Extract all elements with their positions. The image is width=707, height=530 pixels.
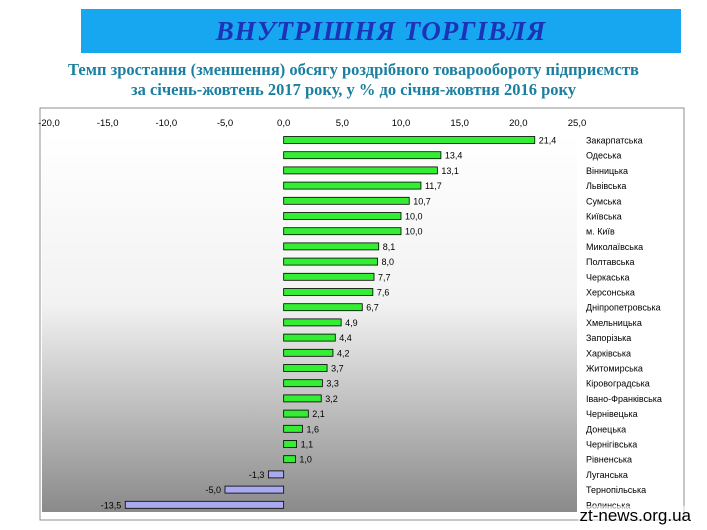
bar <box>283 424 303 433</box>
category-label: Кіровоградська <box>586 379 650 389</box>
subtitle-line-2: за січень-жовтень 2017 року, у % до січн… <box>130 80 577 99</box>
category-label: Вінницька <box>586 166 628 176</box>
category-label: Львівська <box>586 181 626 191</box>
data-label: 7,7 <box>378 272 391 282</box>
data-label: -1,3 <box>249 470 265 480</box>
data-label: 7,6 <box>377 288 390 298</box>
category-label: Житомирська <box>586 364 643 374</box>
category-label: Чернівецька <box>586 409 638 419</box>
bar <box>283 318 342 327</box>
category-label: Хмельницька <box>586 318 642 328</box>
category-label: Запорізька <box>586 333 631 343</box>
bar <box>283 272 375 281</box>
category-label: м. Київ <box>586 227 615 237</box>
category-label: Донецька <box>586 424 626 434</box>
category-label: Сумська <box>586 196 621 206</box>
chart-subtitle: Темп зростання (зменшення) обсягу роздрі… <box>30 60 677 100</box>
category-label: Рівненська <box>586 455 632 465</box>
data-label: 11,7 <box>425 181 442 191</box>
x-tick-label: -10,0 <box>156 118 178 129</box>
data-label: 21,4 <box>539 136 557 146</box>
category-label: Херсонська <box>586 288 635 298</box>
bar <box>283 409 309 418</box>
bar <box>283 227 402 236</box>
data-label: -13,5 <box>101 500 122 510</box>
bar <box>283 394 322 403</box>
data-label: 4,4 <box>339 333 352 343</box>
category-label: Луганська <box>586 470 628 480</box>
watermark: zt-news.org.ua <box>577 506 693 526</box>
category-label: Харківська <box>586 348 631 358</box>
bar <box>283 212 402 220</box>
x-tick-label: 10,0 <box>392 118 411 129</box>
bar <box>283 348 334 357</box>
data-label: 1,1 <box>301 440 314 450</box>
category-label: Тернопільська <box>586 485 646 495</box>
category-label: Одеська <box>586 151 621 161</box>
bar <box>283 196 410 205</box>
data-label: 3,2 <box>325 394 338 404</box>
data-label: 3,7 <box>331 364 344 374</box>
bar <box>283 303 363 312</box>
x-tick-label: -5,0 <box>217 118 233 129</box>
title-banner: ВНУТРІШНЯ ТОРГІВЛЯ <box>81 9 681 53</box>
data-label: 1,0 <box>299 455 312 465</box>
bar <box>283 333 336 342</box>
data-label: 13,4 <box>445 151 463 161</box>
category-label: Закарпатська <box>586 136 643 146</box>
x-tick-label: -20,0 <box>38 118 60 129</box>
bar <box>224 485 285 494</box>
bar <box>283 166 438 175</box>
x-tick-label: 0,0 <box>277 118 290 129</box>
data-label: 2,1 <box>312 409 325 419</box>
category-label: Чернігівська <box>586 440 637 450</box>
data-label: 10,0 <box>405 227 423 237</box>
data-label: 10,0 <box>405 212 423 222</box>
bar <box>124 500 285 509</box>
x-tick-label: -15,0 <box>97 118 119 129</box>
bar <box>283 257 378 266</box>
bar <box>283 242 380 251</box>
bar <box>283 151 442 160</box>
category-label: Черкаська <box>586 272 629 282</box>
category-label: Полтавська <box>586 257 635 267</box>
data-label: 8,1 <box>383 242 396 252</box>
bar <box>283 181 422 190</box>
bar <box>283 136 536 144</box>
data-label: -5,0 <box>205 485 221 495</box>
data-label: 8,0 <box>382 257 395 267</box>
category-label: Дніпропетровська <box>586 303 661 313</box>
category-label: Миколаївська <box>586 242 643 252</box>
bar <box>283 288 374 296</box>
banner-title: ВНУТРІШНЯ ТОРГІВЛЯ <box>215 15 547 46</box>
x-tick-label: 5,0 <box>336 118 349 129</box>
category-label: Івано-Франківська <box>586 394 662 404</box>
data-label: 13,1 <box>441 166 459 176</box>
x-tick-label: 25,0 <box>568 118 587 129</box>
category-label: Київська <box>586 212 622 222</box>
x-tick-label: 15,0 <box>450 118 469 129</box>
data-label: 3,3 <box>326 379 339 389</box>
bar <box>283 455 296 464</box>
bar <box>268 470 285 479</box>
data-label: 1,6 <box>306 424 319 434</box>
bar <box>283 364 328 372</box>
data-label: 6,7 <box>366 303 379 313</box>
x-tick-label: 20,0 <box>509 118 528 129</box>
bar <box>283 440 297 448</box>
subtitle-line-1: Темп зростання (зменшення) обсягу роздрі… <box>68 60 639 79</box>
data-label: 4,2 <box>337 348 350 358</box>
bar <box>283 379 323 388</box>
category-label: Волинська <box>586 500 630 510</box>
data-label: 10,7 <box>413 196 431 206</box>
data-label: 4,9 <box>345 318 358 328</box>
